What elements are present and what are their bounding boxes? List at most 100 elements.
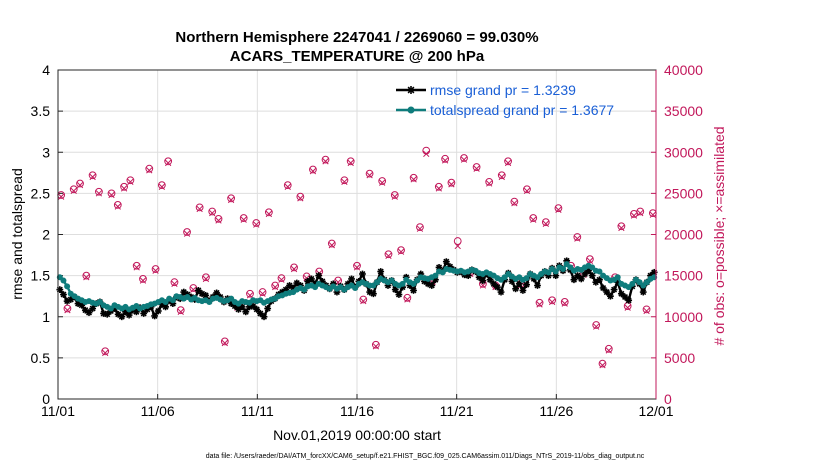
obs-assimilated-point — [366, 172, 373, 179]
obs-assimilated-point — [341, 178, 348, 186]
x-stroke — [57, 193, 65, 200]
x-stroke — [221, 339, 228, 347]
legend-spread-marker — [407, 106, 415, 114]
y-right-tick-label: 30000 — [664, 144, 703, 160]
obs-possible-point — [120, 182, 128, 191]
obs-possible-point — [63, 304, 72, 313]
x-stroke — [265, 210, 273, 218]
data-file-footer: data file: /Users/raeder/DAI/ATM_forcXX/… — [206, 453, 645, 460]
totalspread-point — [169, 297, 176, 304]
x-tick-label: 11/06 — [141, 403, 175, 419]
x-stroke — [309, 168, 317, 175]
x-stroke — [586, 257, 594, 264]
obs-assimilated-point — [89, 173, 96, 181]
y-tick-label: 2.5 — [31, 185, 51, 201]
totalspread-point — [614, 274, 621, 281]
x-stroke — [410, 176, 417, 183]
obs-assimilated-point — [360, 297, 367, 305]
asterisk-stroke — [607, 293, 614, 300]
obs-possible-point — [290, 263, 298, 272]
asterisk-stroke — [519, 287, 526, 294]
obs-assimilated-point — [379, 179, 386, 186]
obs-possible-point — [95, 187, 103, 196]
asterisk-stroke — [574, 272, 581, 279]
asterisk-stroke — [195, 287, 202, 294]
x-stroke — [133, 264, 140, 271]
obs-possible-point — [239, 214, 248, 222]
obs-possible-point — [176, 306, 185, 315]
rmse-point — [118, 313, 126, 321]
x-stroke — [536, 301, 543, 308]
obs-assimilated-point — [202, 275, 210, 283]
asterisk-stroke — [366, 289, 373, 296]
x-stroke — [643, 307, 650, 315]
x-stroke — [397, 248, 405, 255]
asterisk-stroke — [286, 282, 293, 289]
y-tick-label: 3.5 — [31, 103, 51, 119]
y-right-axis-label: # of obs: o=possible; ×=assimilated — [711, 126, 727, 345]
y-right-tick-label: 35000 — [664, 103, 703, 119]
asterisk-stroke — [600, 284, 607, 291]
x-stroke — [435, 185, 442, 192]
axis-ticks: 11/01 11/06 11/11 11/16 11/21 11/26 12/0100.51… — [31, 62, 704, 419]
rmse-point — [519, 287, 527, 294]
asterisk-stroke — [242, 308, 249, 315]
x-stroke — [95, 190, 103, 197]
obs-assimilated-point — [102, 349, 109, 357]
obs-assimilated-point — [328, 242, 335, 249]
asterisk-stroke — [611, 286, 618, 293]
rmse-point — [162, 303, 169, 311]
y-right-tick-label: 0 — [664, 391, 672, 407]
x-stroke — [89, 173, 96, 181]
obs-possible-point — [145, 164, 154, 173]
rmse-point — [89, 305, 97, 312]
obs-possible-point — [529, 214, 538, 222]
x-stroke — [404, 296, 411, 303]
rmse-point — [391, 286, 399, 294]
asterisk-stroke — [82, 307, 89, 314]
obs-possible-point — [497, 171, 506, 180]
obs-assimilated-point — [460, 156, 468, 163]
x-stroke — [360, 297, 367, 305]
obs-assimilated-point — [196, 205, 203, 213]
x-stroke — [76, 181, 84, 189]
obs-possible-point — [126, 176, 135, 185]
obs-possible-point — [101, 347, 110, 356]
obs-assimilated-point — [165, 159, 172, 167]
asterisk-stroke — [523, 281, 530, 288]
rmse-point — [442, 258, 450, 266]
obs-possible-point — [208, 207, 217, 216]
obs-assimilated-point — [404, 296, 411, 303]
x-stroke — [574, 235, 581, 242]
rmse-point — [479, 277, 487, 284]
x-stroke — [511, 200, 518, 207]
rmse-point — [359, 270, 366, 278]
asterisk-stroke — [512, 285, 519, 292]
x-stroke — [328, 242, 335, 249]
asterisk-stroke — [596, 276, 603, 283]
obs-assimilated-point — [146, 167, 153, 174]
x-stroke — [618, 224, 625, 232]
rmse-point — [154, 307, 162, 315]
totalspread-point — [560, 266, 567, 273]
y-tick-label: 2 — [42, 227, 50, 243]
totalspread-point — [432, 272, 439, 279]
rmse-point — [428, 282, 436, 289]
obs-possible-point — [472, 163, 481, 171]
x-stroke — [624, 304, 631, 311]
obs-assimilated-point — [272, 283, 279, 291]
obs-assimilated-point — [416, 225, 424, 232]
obs-possible-point — [170, 278, 179, 287]
obs-possible-point — [359, 295, 368, 304]
obs-possible-point — [271, 281, 280, 290]
rmse-point — [60, 291, 67, 298]
x-stroke — [196, 205, 203, 213]
asterisk-stroke — [603, 289, 610, 296]
x-stroke — [391, 193, 398, 200]
x-stroke — [209, 209, 216, 217]
obs-assimilated-point — [372, 343, 380, 350]
x-stroke — [215, 217, 222, 224]
x-stroke — [385, 252, 392, 260]
obs-possible-point — [258, 288, 267, 296]
y-tick-label: 4 — [42, 62, 50, 78]
